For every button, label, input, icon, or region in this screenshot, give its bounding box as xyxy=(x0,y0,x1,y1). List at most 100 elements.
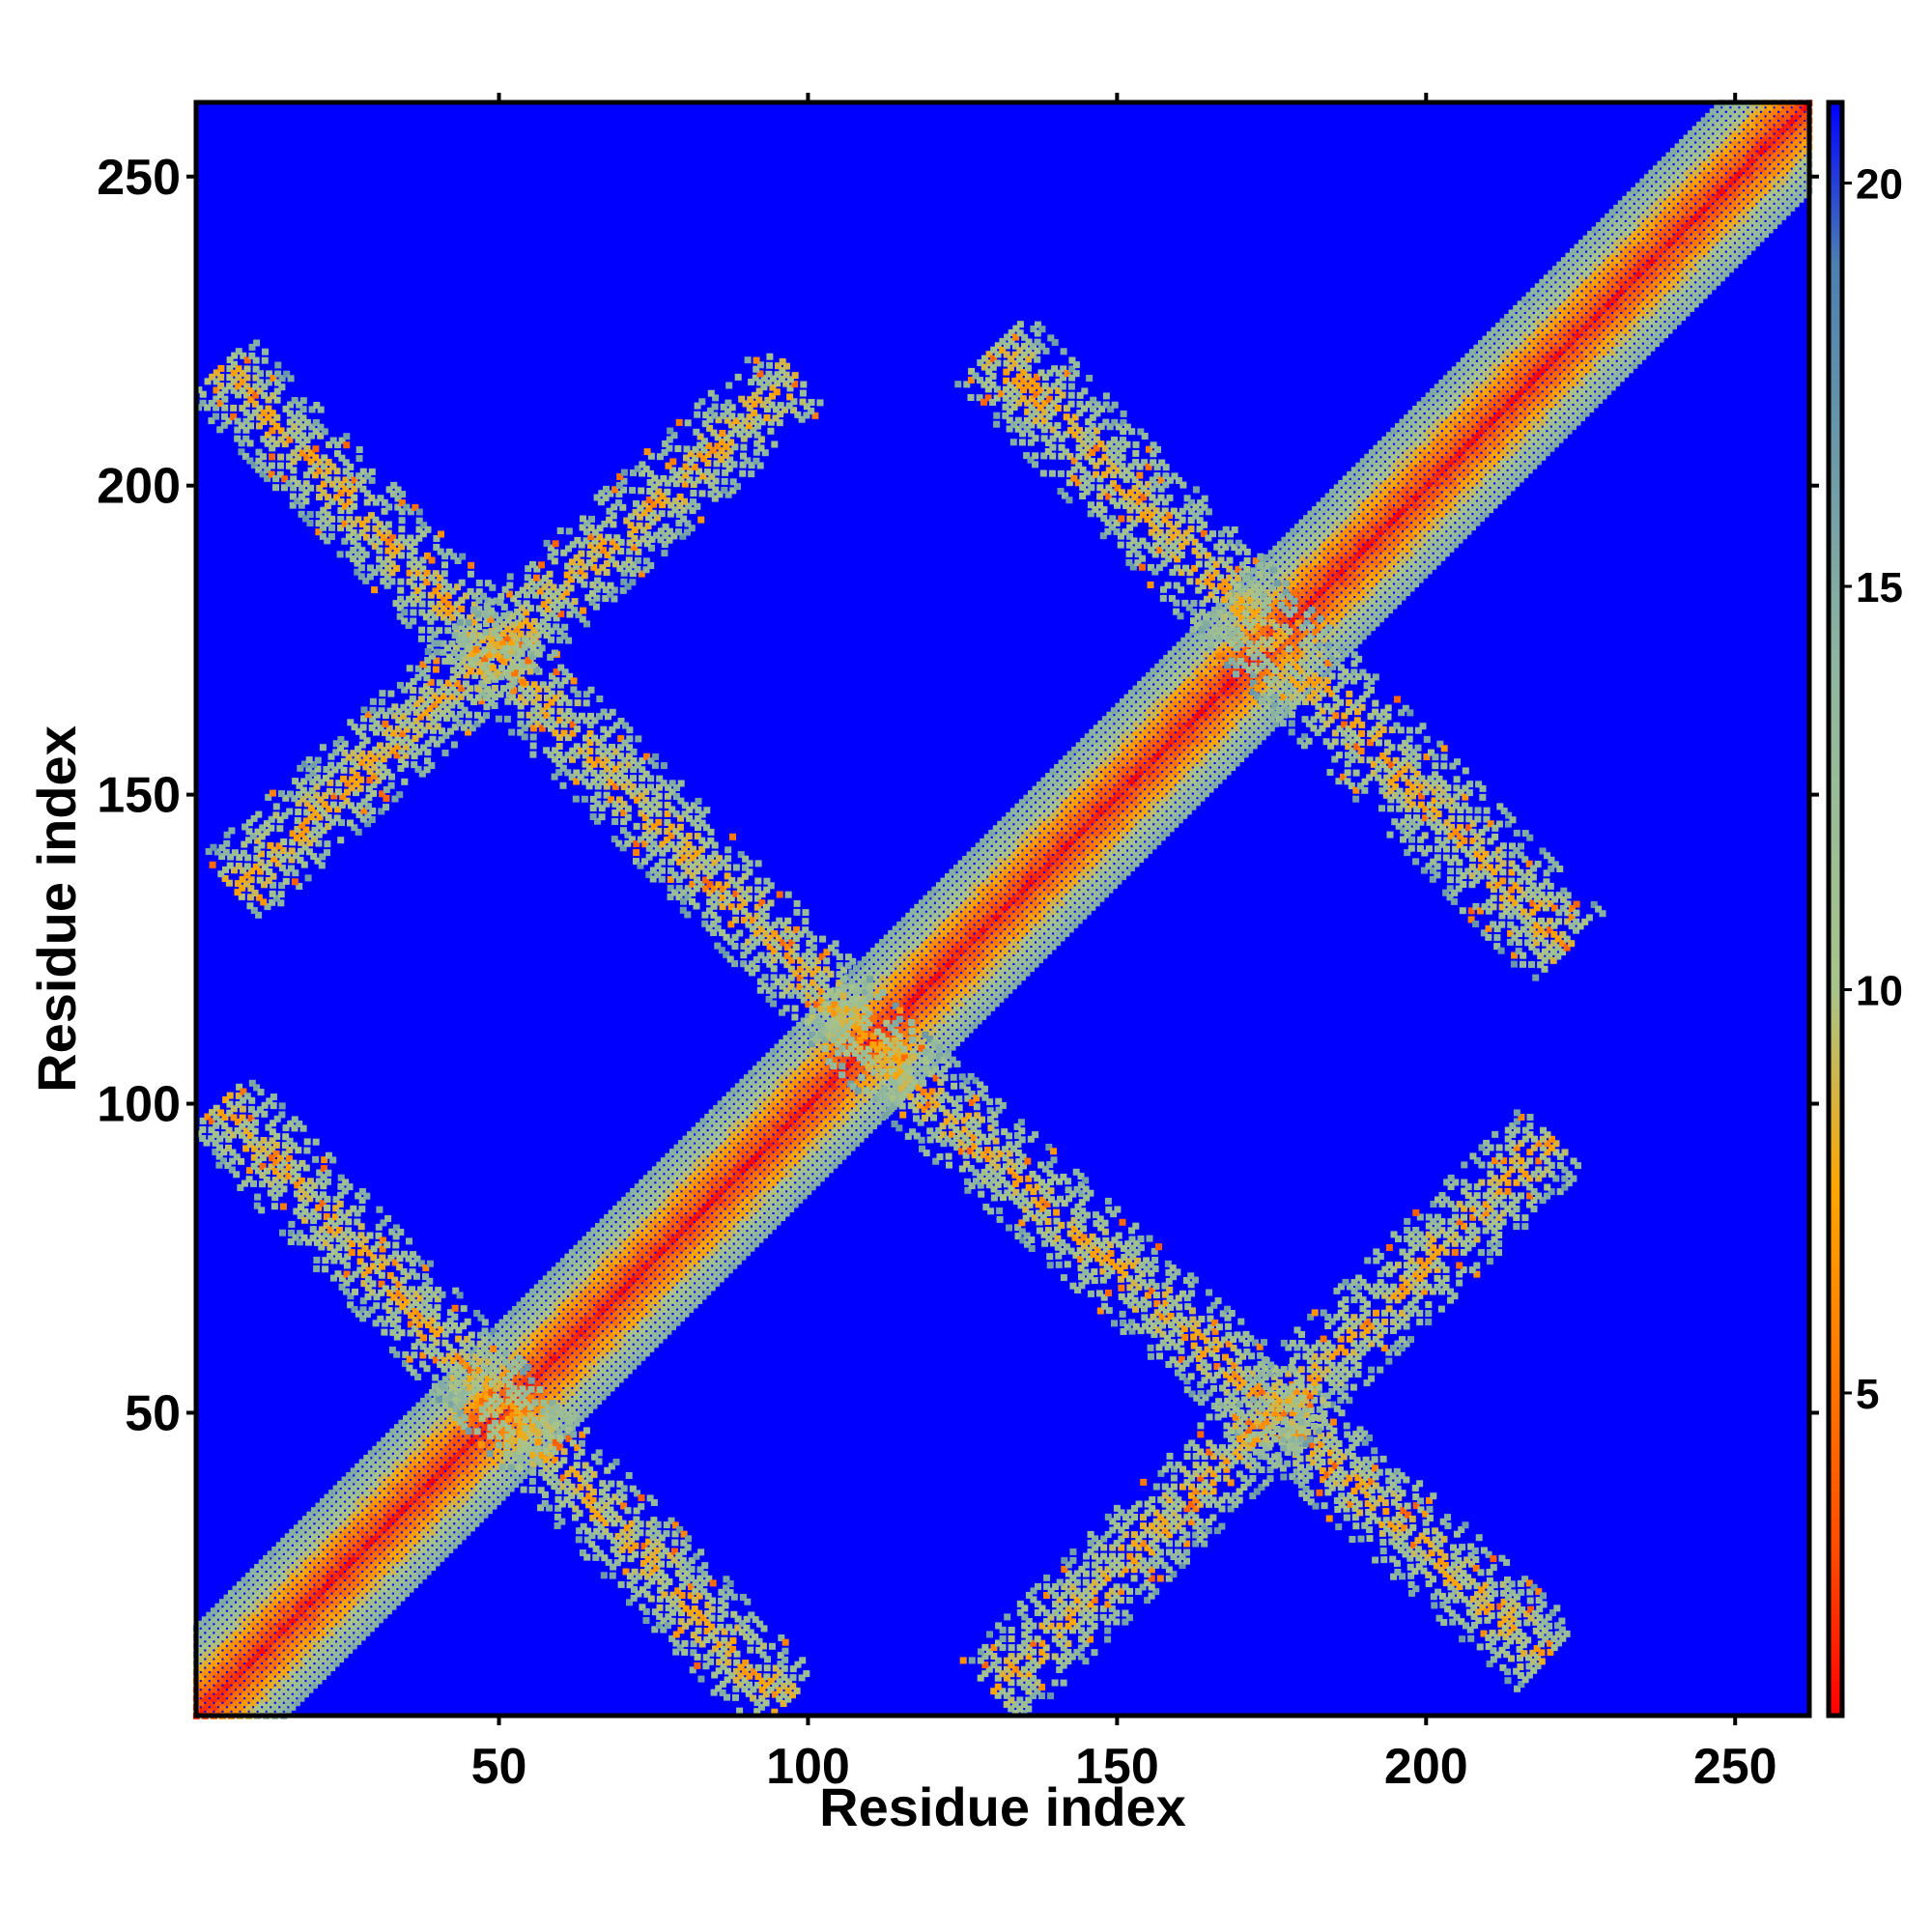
heatmap-cell xyxy=(616,1323,624,1331)
heatmap-cell xyxy=(328,1585,336,1593)
heatmap-cell xyxy=(341,1511,349,1519)
heatmap-cell xyxy=(245,1668,253,1676)
heatmap-cell xyxy=(446,1502,454,1510)
heatmap-cell xyxy=(476,1472,484,1479)
heatmap-cell xyxy=(372,1585,380,1593)
heatmap-cell xyxy=(346,1559,354,1567)
heatmap-cell xyxy=(223,1629,231,1636)
heatmap-cell xyxy=(940,974,948,981)
heatmap-cell xyxy=(682,1206,690,1212)
heatmap-cell xyxy=(704,1131,712,1139)
heatmap-cell xyxy=(301,1656,309,1662)
heatmap-cell xyxy=(612,1310,620,1318)
heatmap-cell xyxy=(573,1288,581,1295)
heatmap-cell xyxy=(905,991,913,999)
heatmap-cell xyxy=(429,1398,437,1405)
heatmap-cell xyxy=(900,943,908,951)
heatmap-cell xyxy=(853,1095,860,1103)
heatmap-cell xyxy=(796,1109,804,1117)
heatmap-cell xyxy=(931,982,939,990)
heatmap-cell xyxy=(551,1266,558,1274)
heatmap-cell xyxy=(765,1209,773,1217)
heatmap-cell xyxy=(275,1603,283,1610)
heatmap-cell xyxy=(407,1559,414,1567)
heatmap-cell xyxy=(1032,865,1039,872)
heatmap-cell xyxy=(730,1140,738,1148)
heatmap-cell xyxy=(962,899,970,907)
heatmap-cell xyxy=(962,952,970,959)
heatmap-cell xyxy=(206,1664,213,1671)
heatmap-cell xyxy=(957,868,965,876)
heatmap-cell xyxy=(1023,960,1031,968)
heatmap-cell xyxy=(407,1463,414,1470)
heatmap-cell xyxy=(1071,921,1079,928)
heatmap-cell xyxy=(590,1227,598,1235)
heatmap-cell xyxy=(275,1542,283,1549)
heatmap-cell xyxy=(551,1336,558,1344)
heatmap-cell xyxy=(289,1703,297,1711)
heatmap-cell xyxy=(957,921,965,928)
heatmap-cell xyxy=(651,1341,659,1349)
heatmap-cell xyxy=(791,1131,799,1139)
heatmap-cell xyxy=(263,1660,270,1667)
heatmap-cell xyxy=(717,1240,724,1248)
heatmap-cell xyxy=(945,925,952,933)
heatmap-cell xyxy=(923,956,930,964)
heatmap-cell xyxy=(275,1594,283,1602)
heatmap-cell xyxy=(639,1223,646,1231)
heatmap-cell xyxy=(577,1293,584,1300)
heatmap-cell xyxy=(328,1629,336,1636)
heatmap-cell xyxy=(696,1279,703,1287)
heatmap-cell xyxy=(734,1170,742,1178)
heatmap-cell xyxy=(350,1502,357,1510)
heatmap-cell xyxy=(481,1485,489,1492)
heatmap-cell xyxy=(813,1135,821,1143)
heatmap-cell xyxy=(263,1703,270,1711)
heatmap-cell xyxy=(935,1031,943,1037)
heatmap-cell xyxy=(403,1433,410,1440)
heatmap-cell xyxy=(267,1611,274,1619)
heatmap-cell xyxy=(1058,882,1065,890)
heatmap-cell xyxy=(621,1371,629,1378)
heatmap-cell xyxy=(1001,851,1009,859)
heatmap-cell xyxy=(324,1581,331,1589)
heatmap-cell xyxy=(232,1620,240,1628)
heatmap-cell xyxy=(870,991,878,999)
heatmap-cell xyxy=(616,1236,624,1243)
heatmap-cell xyxy=(660,1297,668,1304)
heatmap-cell xyxy=(459,1454,467,1462)
heatmap-cell xyxy=(280,1677,288,1685)
heatmap-cell xyxy=(971,847,979,854)
heatmap-cell xyxy=(914,1061,922,1068)
heatmap-cell xyxy=(293,1637,300,1645)
heatmap-cell xyxy=(770,1170,777,1178)
heatmap-cell xyxy=(245,1703,253,1711)
heatmap-cell xyxy=(459,1463,467,1470)
heatmap-cell xyxy=(953,1021,960,1029)
heatmap-cell xyxy=(817,1104,825,1112)
heatmap-cell xyxy=(438,1554,445,1562)
heatmap-cell xyxy=(547,1323,554,1331)
heatmap-cell xyxy=(966,991,974,999)
heatmap-cell xyxy=(717,1118,724,1125)
heatmap-cell xyxy=(1023,899,1031,907)
heatmap-cell xyxy=(691,1126,698,1134)
heatmap-cell xyxy=(765,1078,773,1086)
heatmap-cell xyxy=(770,1144,777,1151)
heatmap-cell xyxy=(616,1288,624,1295)
heatmap-cell xyxy=(582,1350,589,1357)
heatmap-cell xyxy=(809,1087,816,1094)
heatmap-cell xyxy=(1049,865,1057,872)
heatmap-cell xyxy=(346,1550,354,1558)
heatmap-cell xyxy=(376,1607,384,1615)
heatmap-cell xyxy=(651,1175,659,1182)
heatmap-cell xyxy=(529,1297,537,1304)
heatmap-cell xyxy=(1009,948,1017,954)
heatmap-cell xyxy=(713,1131,721,1139)
heatmap-cell xyxy=(713,1114,721,1121)
heatmap-cell xyxy=(538,1367,546,1375)
heatmap-cell xyxy=(450,1498,458,1506)
heatmap-cell xyxy=(363,1568,371,1576)
heatmap-cell xyxy=(634,1350,641,1357)
heatmap-cell xyxy=(774,1043,781,1051)
